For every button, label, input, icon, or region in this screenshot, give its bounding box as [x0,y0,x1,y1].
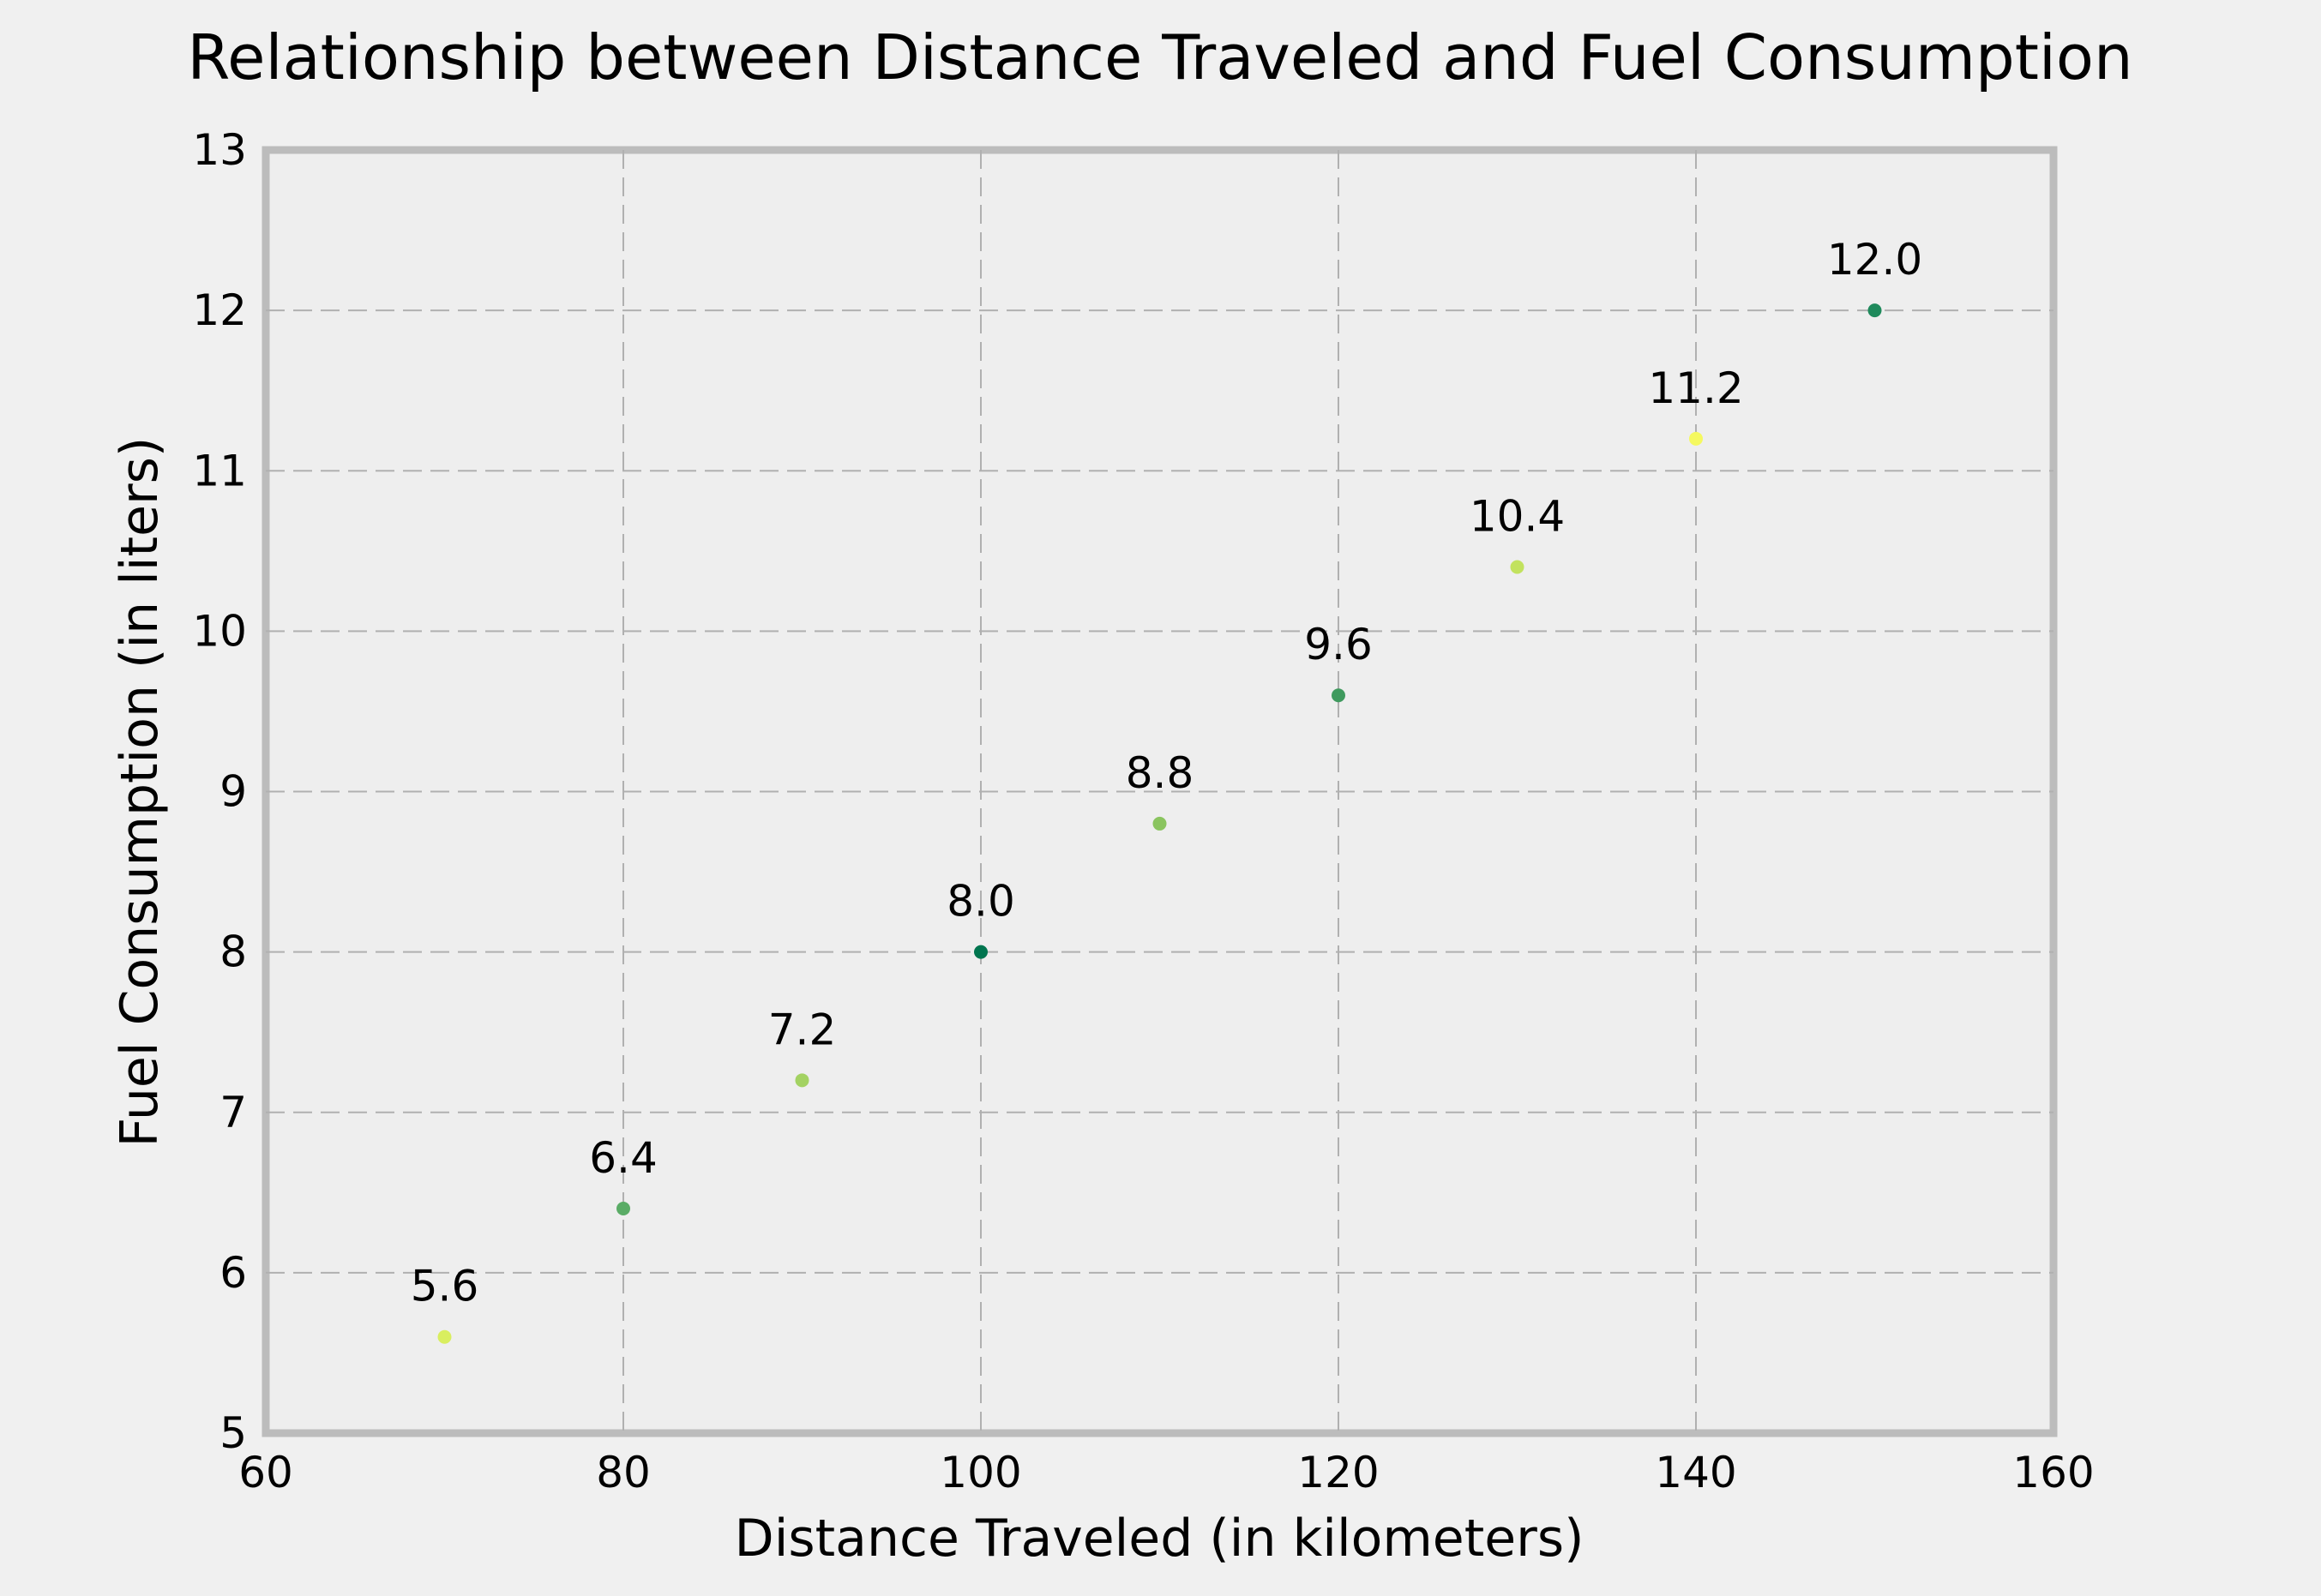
chart-title: Relationship between Distance Traveled a… [187,21,2132,93]
data-point [1152,816,1167,831]
data-point [1510,560,1524,574]
data-point [616,1202,630,1216]
x-axis-label: Distance Traveled (in kilometers) [735,1509,1584,1569]
y-tick-label: 9 [219,767,247,817]
data-label: 5.6 [411,1262,479,1311]
y-tick-label: 10 [192,606,247,656]
y-axis-label: Fuel Consumption (in liters) [110,437,170,1148]
x-tick-label: 60 [238,1448,293,1497]
y-tick-label: 13 [192,125,247,175]
data-label: 7.2 [768,1005,837,1054]
data-label: 10.4 [1470,492,1565,542]
y-tick-label: 8 [219,927,247,977]
data-point [437,1329,452,1344]
x-tick-label: 100 [940,1448,1021,1497]
x-tick-label: 160 [2012,1448,2094,1497]
data-labels: 5.6 6.4 7.2 8.0 8.8 9.6 10.4 11.2 12.0 [411,235,1922,1311]
data-point [795,1073,809,1088]
x-tick-label: 140 [1655,1448,1736,1497]
y-tick-label: 12 [192,285,247,335]
y-tick-label: 6 [219,1248,247,1298]
grid [266,150,2053,1433]
x-tick-label: 120 [1297,1448,1379,1497]
y-tick-label: 5 [219,1408,247,1458]
data-point [1867,303,1882,318]
data-label: 11.2 [1648,363,1743,413]
data-point [1332,688,1345,703]
data-label: 8.0 [947,877,1015,927]
axis-ticks: 60 80 100 120 140 160 5 6 7 8 9 10 11 12 13 [192,125,2094,1497]
data-point [1689,431,1703,446]
data-label: 8.8 [1126,748,1194,798]
data-label: 12.0 [1827,235,1922,285]
data-points [437,303,1882,1344]
y-tick-label: 11 [192,446,247,495]
data-label: 9.6 [1304,620,1373,669]
data-label: 6.4 [589,1133,658,1183]
x-tick-label: 80 [596,1448,651,1497]
y-tick-label: 7 [219,1088,247,1137]
data-point [974,945,988,959]
